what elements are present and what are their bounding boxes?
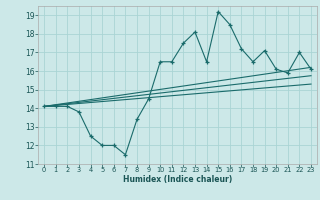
X-axis label: Humidex (Indice chaleur): Humidex (Indice chaleur) xyxy=(123,175,232,184)
